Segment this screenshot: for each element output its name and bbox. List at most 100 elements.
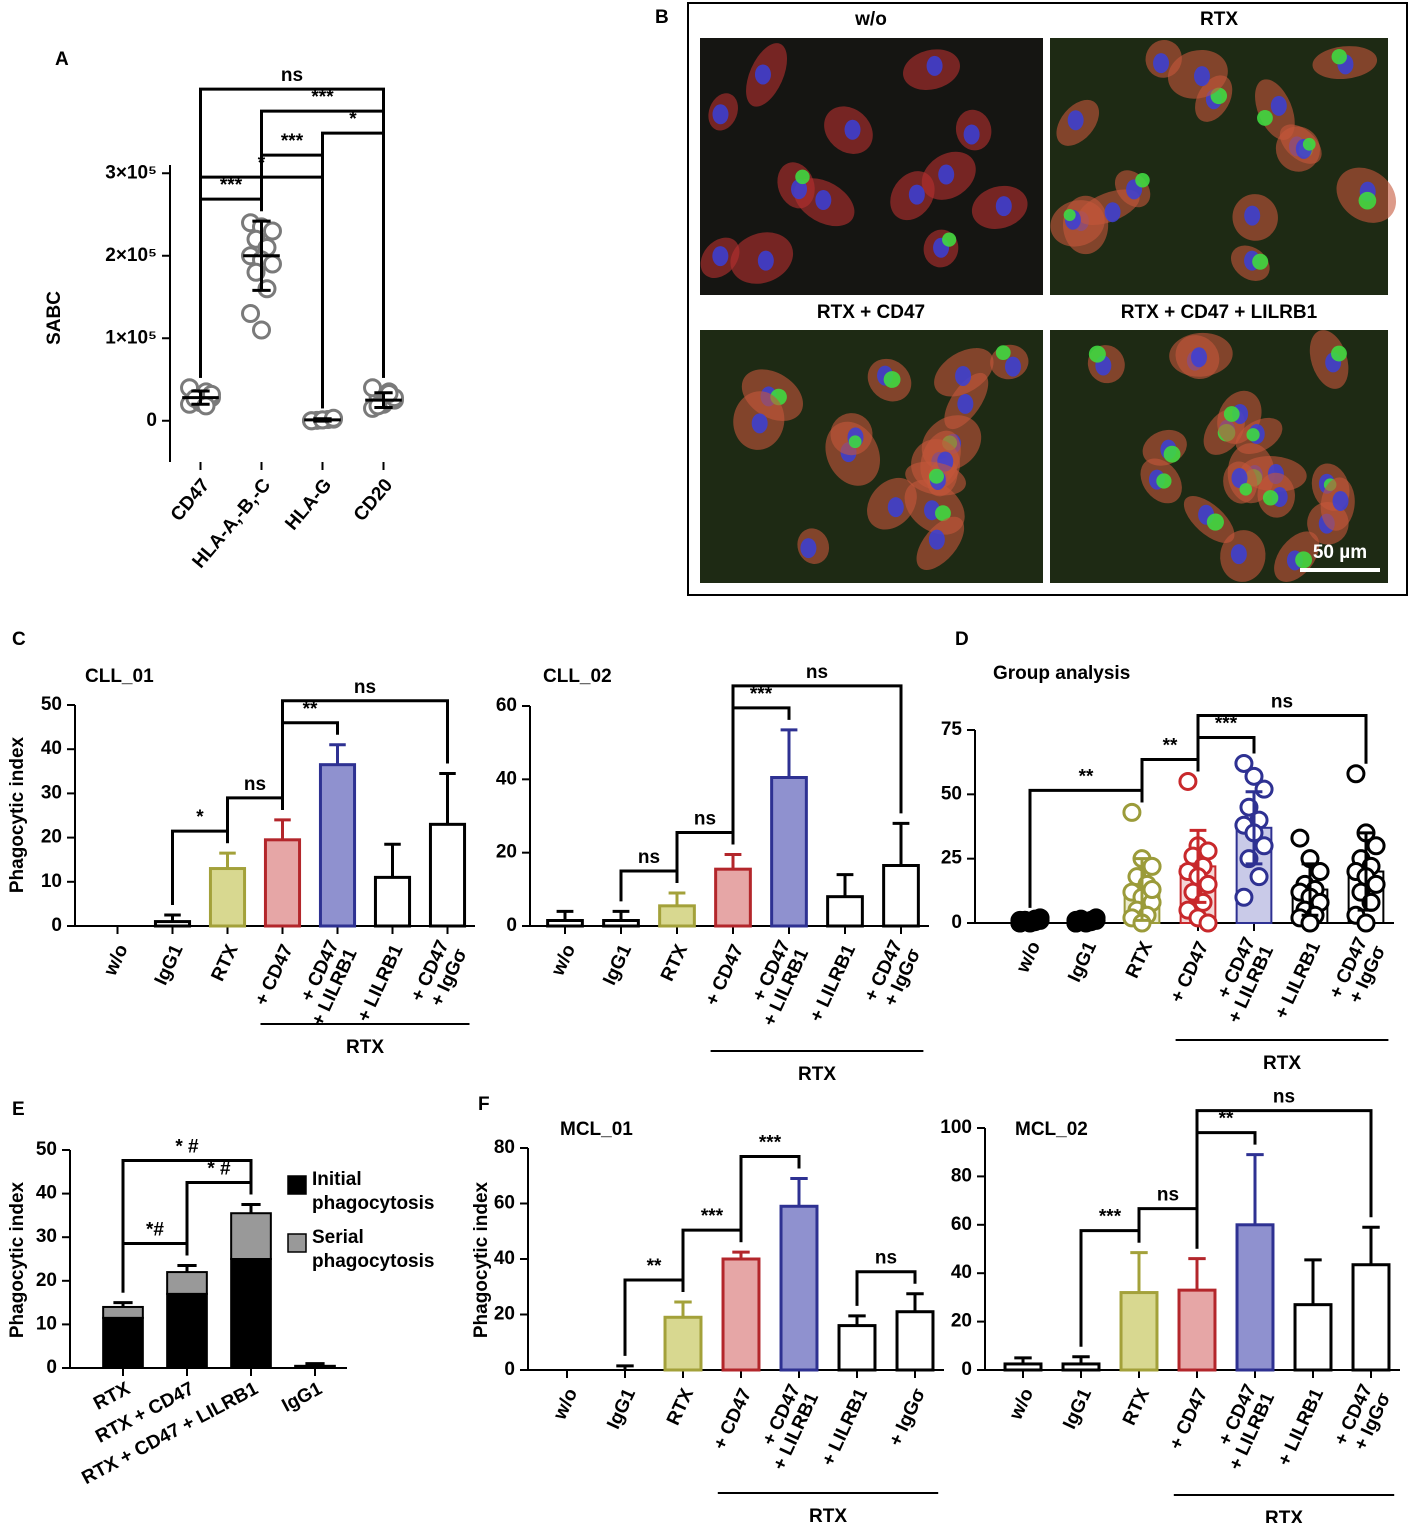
y-axis-title: Phagocytic index [7, 736, 28, 893]
y-tick-label: 60 [951, 1214, 972, 1235]
significance-label: * # [207, 1159, 231, 1180]
nucleus [800, 538, 817, 559]
bar [428, 822, 467, 928]
target-cell [883, 371, 901, 388]
bar [1235, 1223, 1275, 1372]
target-cell [1088, 345, 1106, 363]
error-bar [906, 1292, 924, 1312]
x-tick-label: + CD47 [710, 1385, 756, 1453]
bar-segment [294, 1364, 336, 1369]
x-tick-label: IgG1 [1059, 1385, 1096, 1433]
bar [1119, 1291, 1159, 1372]
significance-bracket [1195, 1109, 1373, 1249]
x-tick-label: + CD47 [1166, 1385, 1212, 1453]
error-bar [674, 1300, 692, 1318]
error-bar [892, 821, 910, 866]
significance-bracket [321, 131, 385, 409]
y-tick-label: 25 [941, 848, 963, 869]
error-bar [1304, 1258, 1322, 1305]
legend-label: Initial phagocytosis [312, 1169, 435, 1214]
error-bar [219, 851, 236, 869]
nucleus [887, 497, 904, 518]
y-tick-label: 20 [494, 1304, 515, 1325]
significance-label: *** [701, 1206, 724, 1227]
x-tick-label: CD47 [167, 475, 214, 526]
nucleus [754, 64, 771, 85]
error-bar [1357, 831, 1375, 912]
nucleus [712, 104, 729, 125]
x-tick-label: + LILRB1 [1271, 938, 1325, 1022]
x-tick-label: IgG1 [1064, 938, 1101, 986]
data-point [1244, 766, 1264, 786]
x-tick-label: + IgGσ [885, 1385, 930, 1449]
error-bar [616, 1364, 634, 1370]
error-bar [384, 842, 401, 878]
bar-segment [166, 1292, 208, 1370]
x-tick-label: + LILRB1 [1274, 1385, 1328, 1469]
legend-label: Serial phagocytosis [312, 1227, 435, 1272]
x-tick-label: + CD47 [702, 941, 748, 1009]
error-bar [113, 1301, 133, 1307]
error-bar [191, 389, 210, 406]
error-bar [305, 1362, 325, 1366]
significance-label: ns [1273, 1087, 1295, 1108]
significance-label: ** [1219, 1109, 1234, 1130]
error-bar [374, 391, 393, 410]
nucleus [926, 55, 943, 76]
bar [263, 838, 302, 928]
y-axis-title: Phagocytic index [471, 1181, 492, 1338]
significance-bracket [739, 1155, 801, 1243]
y-tick-label: 40 [496, 768, 517, 789]
data-point [1310, 862, 1330, 882]
bar [602, 919, 640, 928]
significance-label: ns [1157, 1185, 1179, 1206]
y-tick-label: 40 [41, 738, 62, 759]
x-tick-label: w/o [1005, 1385, 1038, 1423]
target-cell [1295, 551, 1313, 569]
x-tick-label: + LILRB1 [354, 941, 408, 1025]
x-tick-label: RTX [90, 1378, 134, 1415]
nucleus [1193, 66, 1210, 87]
data-point [1356, 913, 1376, 933]
micrograph-title: RTX [1200, 9, 1238, 30]
significance-bracket [199, 87, 385, 378]
y-tick-label: 0 [51, 915, 62, 936]
error-bar [1072, 1355, 1090, 1364]
group-label: RTX [1265, 1508, 1303, 1523]
bar [895, 1310, 935, 1372]
y-tick-label: 50 [941, 783, 962, 804]
significance-label: *** [311, 87, 334, 108]
y-tick-label: 0 [961, 1359, 972, 1380]
bar [1177, 1288, 1217, 1372]
micrograph-title: w/o [854, 9, 887, 30]
error-bar [329, 743, 346, 765]
chart-title: CLL_02 [543, 666, 612, 687]
panel-label: C [12, 629, 26, 650]
nucleus [1270, 95, 1287, 116]
y-tick-label: 1×10⁵ [105, 327, 157, 348]
nucleus [957, 393, 974, 414]
target-cell [1135, 173, 1150, 188]
y-tick-label: 20 [951, 1311, 972, 1332]
bar [779, 1204, 819, 1372]
y-tick-label: 0 [504, 1359, 515, 1380]
error-bar [556, 909, 574, 921]
significance-label: ns [806, 662, 828, 683]
x-tick-label: IgG1 [599, 941, 636, 989]
significance-bracket [121, 1159, 253, 1293]
chart-title: MCL_02 [1015, 1119, 1088, 1140]
nucleus [791, 179, 808, 200]
x-tick-label: RTX [657, 941, 692, 985]
data-point [1234, 753, 1254, 773]
error-bar [164, 913, 181, 922]
y-tick-label: 0 [951, 912, 962, 933]
bar [714, 867, 752, 928]
nucleus [1191, 347, 1208, 368]
nucleus [1230, 544, 1247, 565]
x-tick-label: w/o [1012, 938, 1045, 976]
target-cell [995, 345, 1011, 361]
y-tick-label: 40 [36, 1183, 57, 1204]
target-cell [1331, 49, 1347, 65]
nucleus [1332, 490, 1349, 511]
data-point [1346, 764, 1366, 784]
